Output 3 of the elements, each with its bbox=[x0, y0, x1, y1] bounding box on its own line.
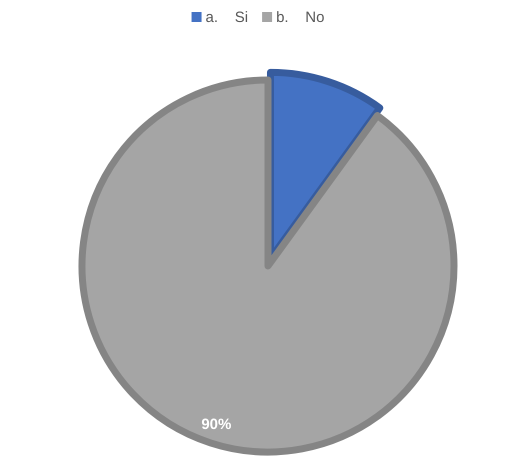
legend-label: b. No bbox=[276, 9, 324, 26]
legend-label: a. Si bbox=[206, 9, 248, 26]
data-label: 90% bbox=[201, 416, 232, 433]
